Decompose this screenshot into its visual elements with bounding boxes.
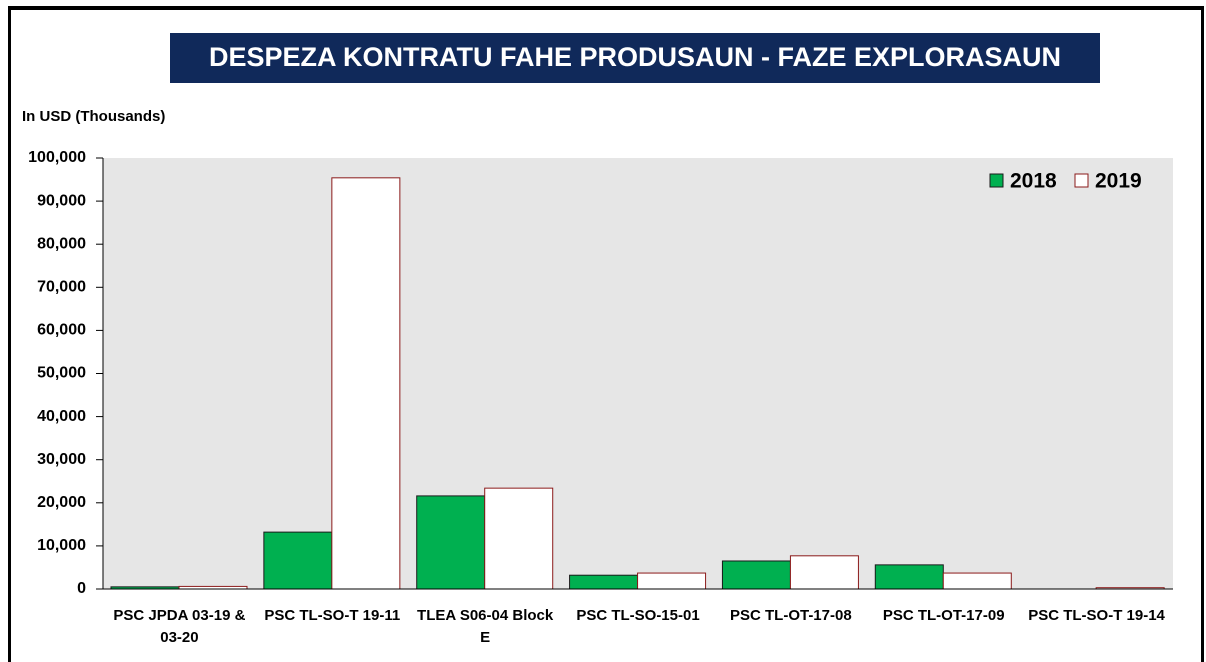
y-tick-label: 30,000 <box>37 451 86 468</box>
x-tick-label: PSC TL-OT-17-08 <box>729 607 852 624</box>
bar <box>263 531 333 590</box>
chart-title: DESPEZA KONTRATU FAHE PRODUSAUN - FAZE E… <box>209 42 1061 72</box>
bar <box>637 572 707 590</box>
plot-area <box>103 158 1173 589</box>
y-tick-label: 40,000 <box>37 408 86 425</box>
bar <box>569 574 639 590</box>
y-tick-label: 60,000 <box>37 322 86 339</box>
bar <box>942 572 1012 590</box>
bar <box>331 177 401 590</box>
y-axis-label: In USD (Thousands) <box>22 108 165 125</box>
frame-top <box>8 6 1204 10</box>
bar <box>484 487 554 590</box>
bar <box>789 555 859 590</box>
x-tick-label: PSC TL-SO-T 19-11 <box>264 607 401 624</box>
bar <box>721 560 791 590</box>
x-tick-label: PSC TL-OT-17-09 <box>882 607 1005 624</box>
y-tick-label: 20,000 <box>37 494 86 511</box>
legend-label: 2019 <box>1095 170 1142 193</box>
legend-swatch <box>1074 173 1089 188</box>
y-tick-label: 100,000 <box>28 149 86 166</box>
y-tick-label: 0 <box>77 580 86 597</box>
bar <box>416 495 486 590</box>
bar <box>874 564 944 590</box>
x-tick-label: PSC JPDA 03-19 & 03-20 <box>113 607 246 646</box>
frame-left <box>8 6 11 662</box>
y-tick-label: 50,000 <box>37 365 86 382</box>
frame-right <box>1201 6 1204 662</box>
x-tick-label: PSC TL-SO-T 19-14 <box>1028 607 1165 624</box>
y-tick-label: 80,000 <box>37 235 86 252</box>
title-box <box>170 33 1100 83</box>
y-tick-label: 10,000 <box>37 537 86 554</box>
legend-swatch <box>989 173 1004 188</box>
y-tick-label: 90,000 <box>37 192 86 209</box>
x-tick-label: PSC TL-SO-15-01 <box>576 607 700 624</box>
x-tick-label: TLEA S06-04 Block E <box>417 607 554 646</box>
y-tick-label: 70,000 <box>37 279 86 296</box>
legend-label: 2018 <box>1010 170 1057 193</box>
